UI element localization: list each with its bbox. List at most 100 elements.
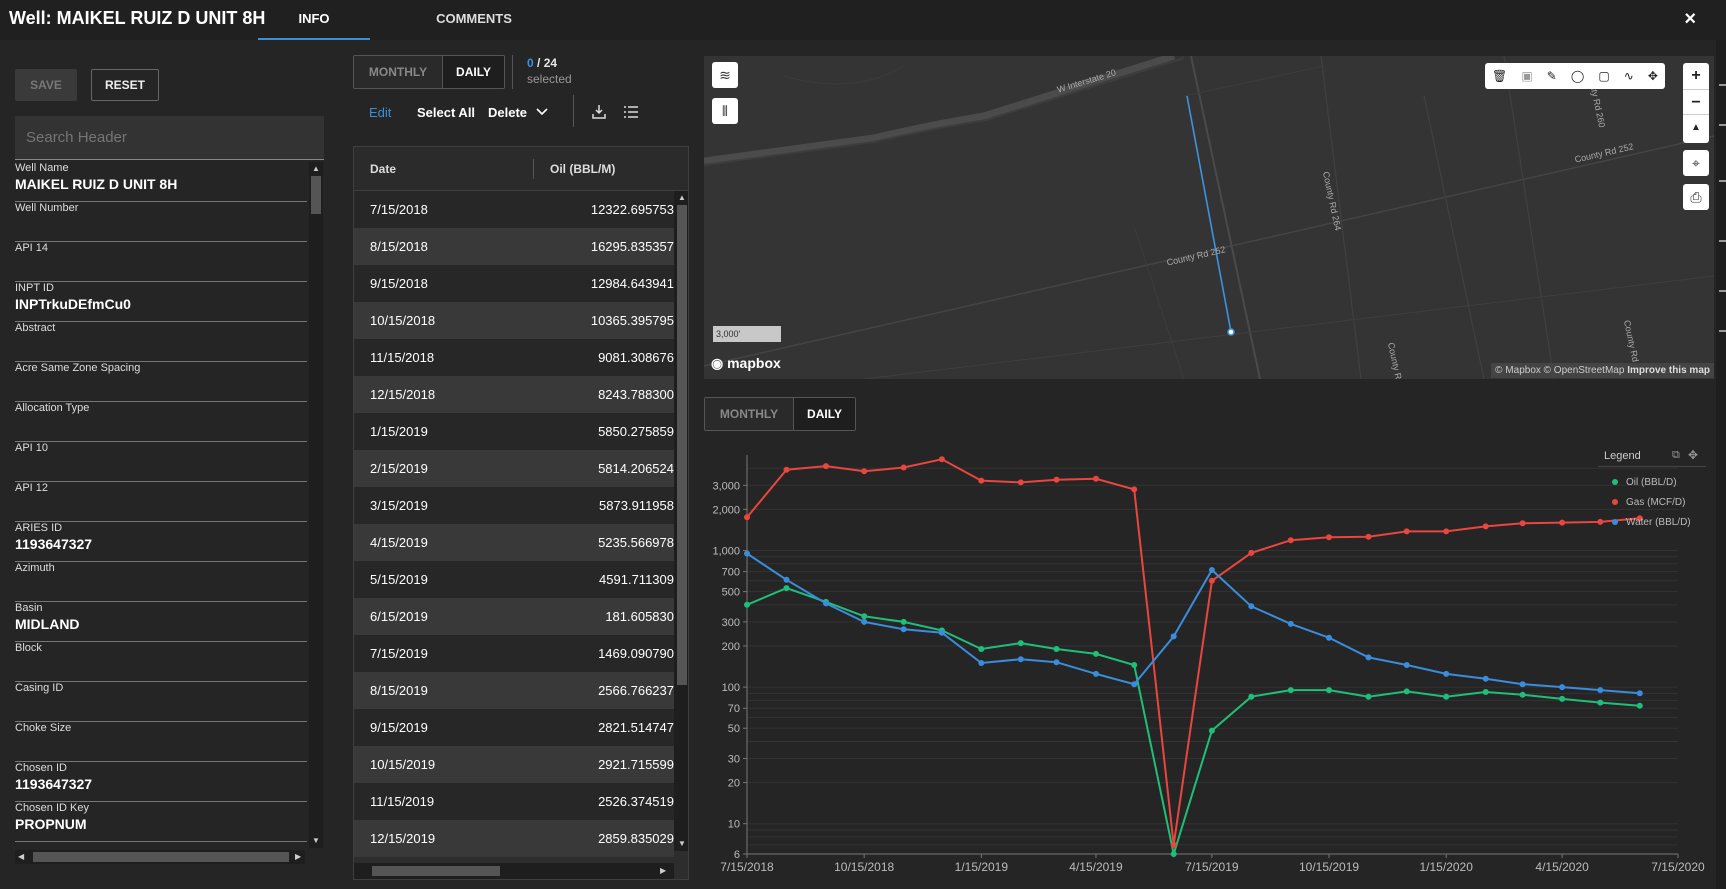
cell-date: 12/15/2018 (370, 387, 436, 402)
delete-button[interactable]: Delete (488, 105, 528, 120)
field-abstract[interactable]: Abstract (15, 322, 307, 362)
column-header-date[interactable]: Date (370, 162, 397, 176)
legend-popout-icon[interactable]: ⧉ (1672, 449, 1680, 461)
legend-drag-icon[interactable]: ✥ (1688, 448, 1699, 462)
column-header-oil[interactable]: Oil (BBL/M) (550, 162, 616, 176)
table-horizontal-scrollbar[interactable]: ▶ (354, 863, 674, 879)
field-azimuth[interactable]: Azimuth (15, 562, 307, 602)
table-row[interactable]: 7/15/2019 1469.090790 (354, 635, 674, 672)
polyline-icon[interactable]: ∿ (1623, 69, 1634, 83)
zoom-in-button[interactable]: + (1691, 67, 1701, 84)
select-all-button[interactable]: Select All (417, 105, 476, 120)
data-point (1443, 693, 1450, 700)
legend-item[interactable]: Gas (MCF/D) (1612, 497, 1685, 508)
field-api-14[interactable]: API 14 (15, 242, 307, 282)
tab-comments[interactable]: COMMENTS (436, 11, 512, 26)
save-button[interactable]: SAVE (15, 69, 77, 101)
search-header-input[interactable] (15, 116, 324, 160)
reset-button[interactable]: RESET (91, 69, 159, 101)
table-row[interactable]: 2/15/2019 5814.206524 (354, 450, 674, 487)
data-point (1248, 549, 1255, 556)
x-tick-label: 1/15/2020 (1420, 860, 1474, 874)
improve-map-link[interactable]: Improve this map (1627, 365, 1710, 376)
cell-oil: 2526.374519 (598, 794, 674, 809)
legend-item[interactable]: Oil (BBL/D) (1612, 477, 1677, 488)
table-row[interactable]: 9/15/2018 12984.643941 (354, 265, 674, 302)
locate-icon[interactable]: ⌖ (1683, 150, 1709, 176)
field-list-vertical-scrollbar[interactable]: ▲ ▼ (309, 162, 323, 848)
table-row[interactable]: 10/15/2018 10365.395795 (354, 302, 674, 339)
table-row[interactable]: 9/15/2019 2821.514747 (354, 709, 674, 746)
list-icon[interactable] (623, 104, 639, 120)
cell-oil: 1469.090790 (598, 646, 674, 661)
right-edge-strip (1716, 40, 1726, 889)
rectangle-icon[interactable]: ▢ (1598, 69, 1610, 83)
field-aries-id[interactable]: ARIES ID 1193647327 (15, 522, 307, 562)
data-point (1017, 656, 1024, 663)
selected-count-number: 0 (527, 56, 534, 70)
map-attribution: © Mapbox © OpenStreetMap Improve this ma… (1491, 363, 1714, 378)
scrollbar-thumb[interactable] (33, 852, 289, 862)
field-allocation-type[interactable]: Allocation Type (15, 402, 307, 442)
field-api-12[interactable]: API 12 (15, 482, 307, 522)
close-icon[interactable]: × (1684, 8, 1696, 30)
table-vertical-scrollbar[interactable]: ▲ ▼ (674, 191, 688, 851)
layers-icon[interactable]: ≋ (712, 62, 738, 88)
data-point (1093, 650, 1099, 657)
chevron-down-icon[interactable] (535, 106, 549, 118)
print-icon[interactable]: ⎙ (1683, 184, 1709, 210)
data-point (978, 477, 985, 484)
field-block[interactable]: Block (15, 642, 307, 682)
trash-icon[interactable]: 🗑 (1492, 69, 1508, 83)
circle-icon[interactable]: ◯ (1570, 69, 1585, 83)
table-row[interactable]: 7/15/2018 12322.695753 (354, 191, 674, 228)
field-label: Choke Size (15, 722, 72, 734)
scrollbar-thumb[interactable] (311, 176, 321, 214)
data-point (744, 550, 750, 557)
field-acre-same-zone-spacing[interactable]: Acre Same Zone Spacing (15, 362, 307, 402)
table-row[interactable]: 5/15/2019 4591.711309 (354, 561, 674, 598)
table-row[interactable]: 11/15/2019 2526.374519 (354, 783, 674, 820)
move-icon[interactable]: ✥ (1647, 69, 1658, 83)
table-daily-option[interactable]: DAILY (442, 56, 504, 88)
table-row[interactable]: 8/15/2019 2566.766237 (354, 672, 674, 709)
table-row[interactable]: 8/15/2018 16295.835357 (354, 228, 674, 265)
compass-button[interactable]: ▲ (1691, 122, 1701, 133)
heatmap-icon[interactable]: ⫴ (712, 98, 738, 124)
edit-icon[interactable]: ✎ (1546, 69, 1557, 83)
table-monthly-option[interactable]: MONTHLY (354, 56, 442, 88)
chart-monthly-option[interactable]: MONTHLY (705, 398, 793, 430)
field-chosen-id-key[interactable]: Chosen ID Key PROPNUM (15, 802, 307, 842)
table-row[interactable]: 11/15/2018 9081.308676 (354, 339, 674, 376)
edit-button[interactable]: Edit (369, 105, 392, 120)
table-row[interactable]: 12/15/2018 8243.788300 (354, 376, 674, 413)
field-well-number[interactable]: Well Number (15, 202, 307, 242)
table-row[interactable]: 4/15/2019 5235.566978 (354, 524, 674, 561)
well-map[interactable]: W Interstate 20 County Rd 264 County Rd … (704, 56, 1714, 379)
table-row[interactable]: 10/15/2019 2921.715599 (354, 746, 674, 783)
table-row[interactable]: 6/15/2019 181.605830 (354, 598, 674, 635)
save-icon[interactable]: ▣ (1521, 69, 1533, 83)
table-row[interactable]: 1/15/2019 5850.275859 (354, 413, 674, 450)
cell-oil: 5873.911958 (599, 498, 674, 513)
legend-item[interactable]: Water (BBL/D) (1612, 517, 1691, 528)
field-api-10[interactable]: API 10 (15, 442, 307, 482)
top-bar (0, 0, 1726, 40)
download-icon[interactable] (591, 104, 607, 120)
tab-info[interactable]: INFO (258, 0, 370, 40)
table-row[interactable]: 3/15/2019 5873.911958 (354, 487, 674, 524)
legend-label: Water (BBL/D) (1626, 517, 1691, 528)
data-point (783, 466, 790, 473)
field-inpt-id[interactable]: INPT ID INPTrkuDEfmCu0 (15, 282, 307, 322)
data-point (1053, 646, 1060, 652)
table-row[interactable]: 12/15/2019 2859.835029 (354, 820, 674, 857)
chart-daily-option[interactable]: DAILY (793, 398, 855, 430)
field-chosen-id[interactable]: Chosen ID 1193647327 (15, 762, 307, 802)
field-well-name[interactable]: Well Name MAIKEL RUIZ D UNIT 8H (15, 162, 307, 202)
zoom-out-button[interactable]: − (1683, 89, 1709, 115)
data-point (1559, 519, 1566, 526)
data-point (1326, 634, 1332, 641)
field-basin[interactable]: Basin MIDLAND (15, 602, 307, 642)
field-choke-size[interactable]: Choke Size (15, 722, 307, 762)
field-casing-id[interactable]: Casing ID (15, 682, 307, 722)
